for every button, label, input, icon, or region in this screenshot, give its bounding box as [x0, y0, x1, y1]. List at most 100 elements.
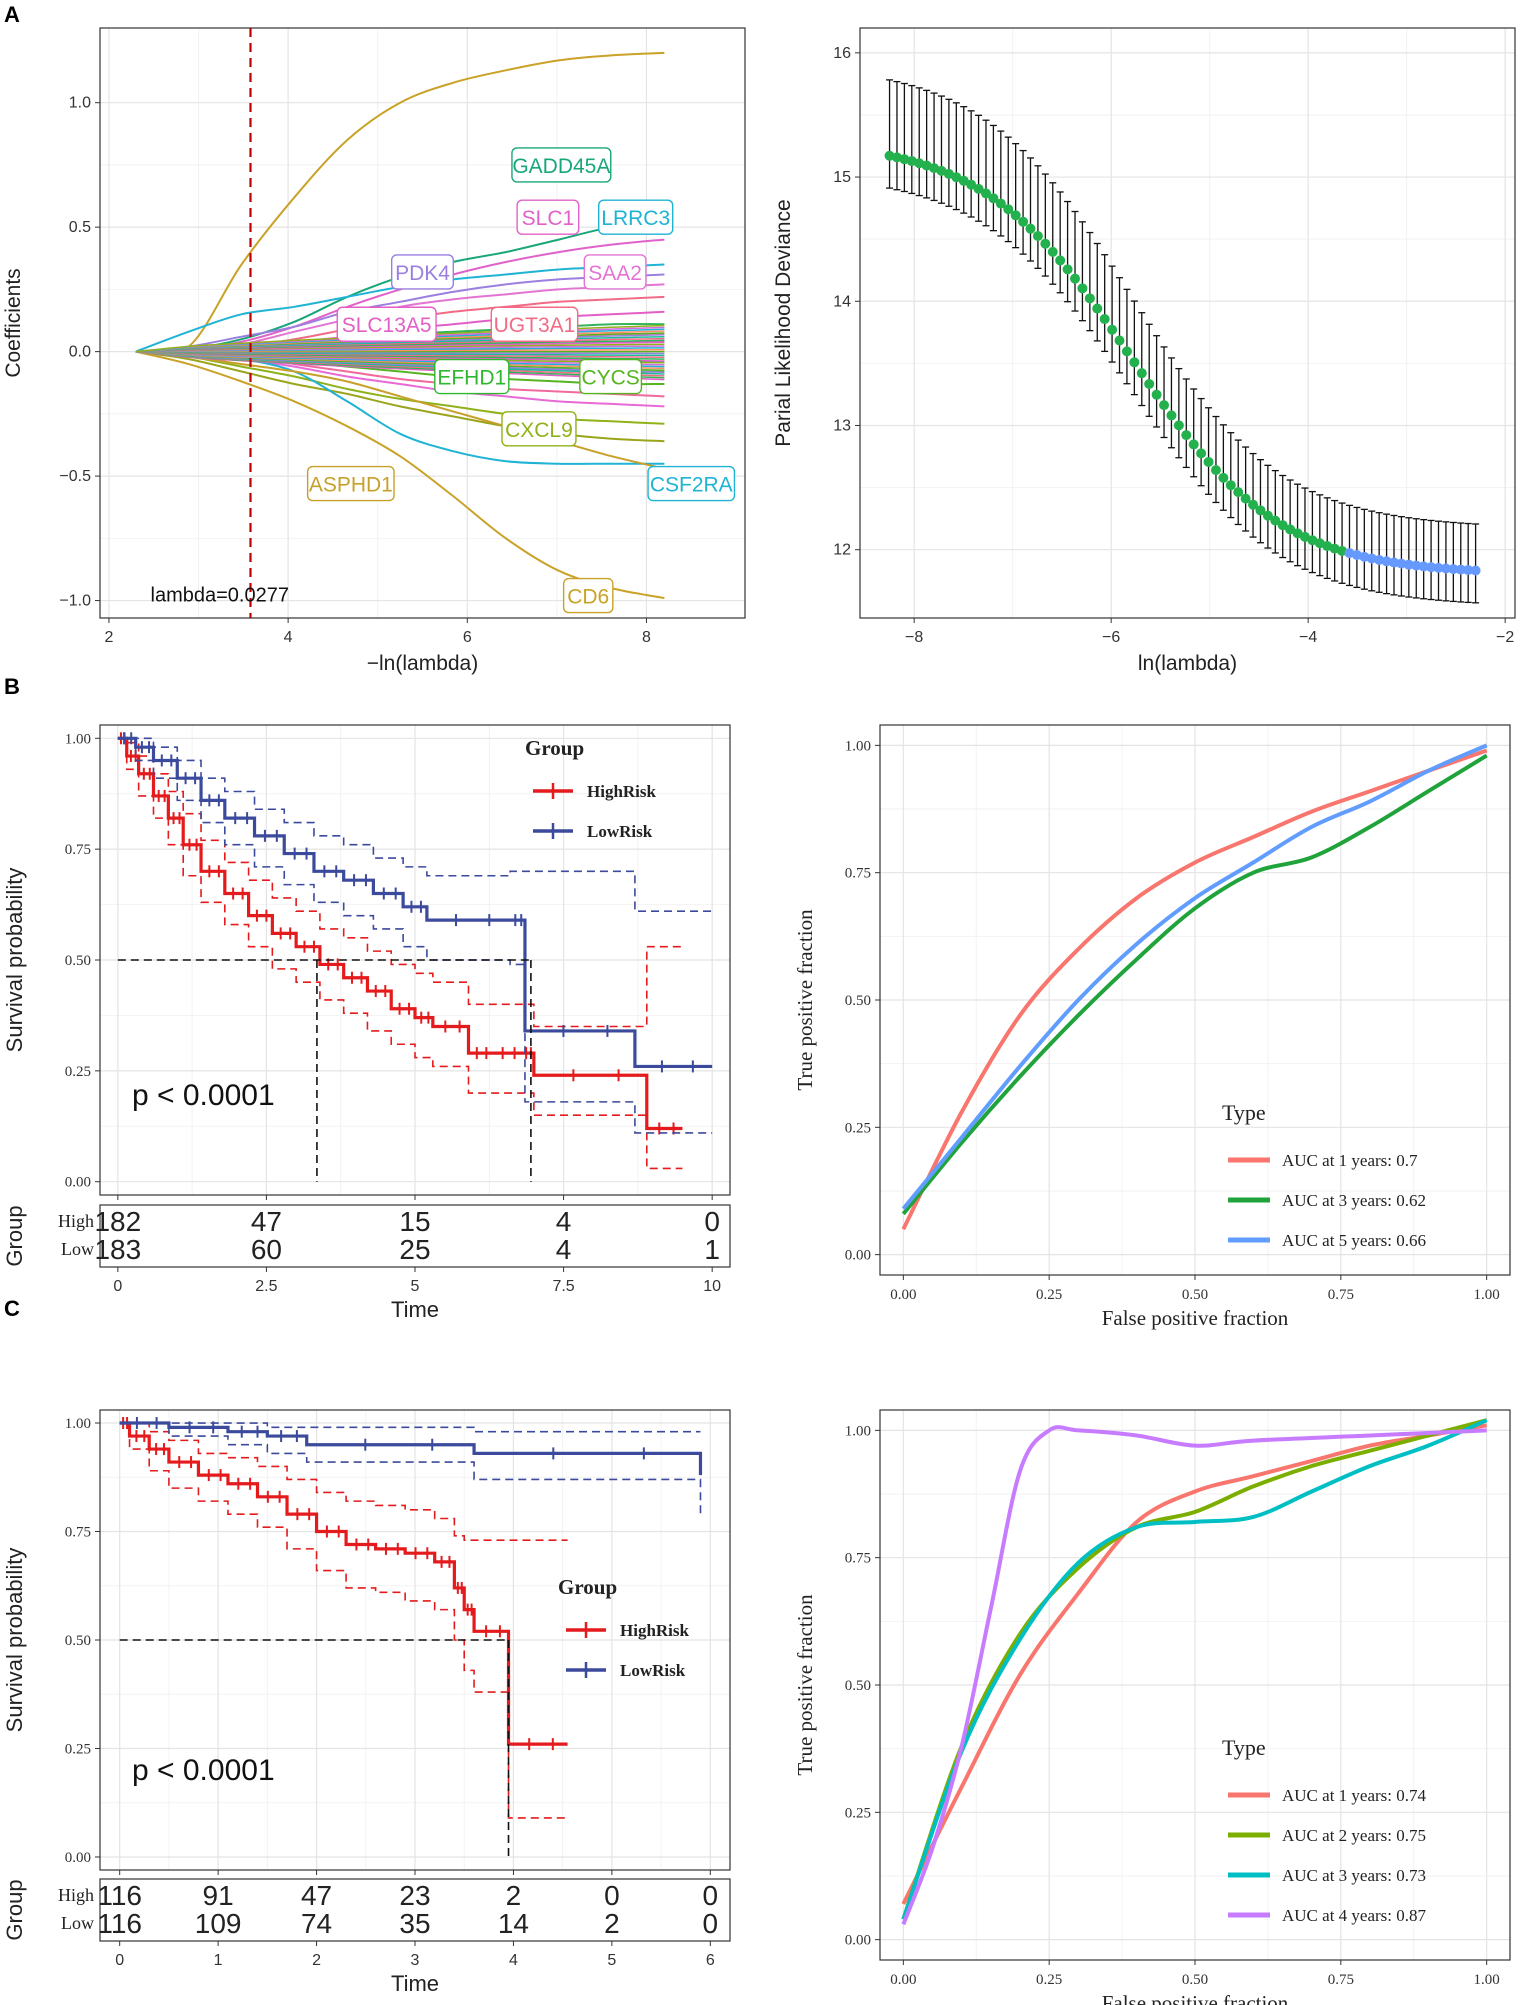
- cv-point: [1055, 255, 1066, 266]
- risk-table-value: 2: [506, 1880, 522, 1911]
- risk-table-tick-label: 2: [312, 1952, 321, 1969]
- x-axis-label: False positive fraction: [1102, 1991, 1289, 2005]
- legend-label: HighRisk: [620, 1621, 690, 1640]
- x-tick-label: 2: [105, 629, 114, 646]
- gene-label: LRRC3: [601, 207, 670, 230]
- risk-table-value: 116: [97, 1908, 142, 1939]
- y-tick-label: 15: [833, 169, 851, 186]
- gene-label: SLC1: [522, 207, 575, 230]
- cv-point: [1455, 564, 1466, 575]
- risk-table-border: [99, 1204, 731, 1268]
- cv-point: [1277, 520, 1288, 531]
- risk-table-tick-label: 0: [113, 1278, 122, 1295]
- x-tick-label: 0.00: [890, 1972, 916, 1988]
- legend-label: AUC at 5 years: 0.66: [1282, 1231, 1426, 1250]
- y-axis-label: Survival probability: [2, 868, 27, 1053]
- p-value: p < 0.0001: [132, 1079, 275, 1112]
- y-tick-label: 1.0: [69, 95, 91, 112]
- cv-point: [1173, 420, 1184, 431]
- survival-curve-HighRisk: [119, 1421, 568, 1746]
- cv-point: [1218, 472, 1229, 483]
- gene-label-box: [501, 411, 577, 447]
- cv-point: [1099, 314, 1110, 325]
- cv-point: [1062, 264, 1073, 275]
- roc-curve: [901, 1418, 1488, 1920]
- cv-point: [1151, 389, 1162, 400]
- risk-table-value: 0: [604, 1880, 620, 1911]
- risk-table-value: 182: [94, 1206, 141, 1237]
- risk-table-value: 116: [97, 1880, 142, 1911]
- y-tick-label: 0.00: [65, 1850, 91, 1866]
- gene-label-box: [516, 199, 580, 235]
- risk-table-row-label: High: [58, 1211, 94, 1231]
- cv-point: [1166, 410, 1177, 421]
- x-tick-label: 1.00: [1474, 1972, 1500, 1988]
- y-axis-label: Survival probability: [2, 1548, 27, 1733]
- cv-point: [1114, 335, 1125, 346]
- cv-point: [1433, 562, 1444, 573]
- cv-point: [1366, 553, 1377, 564]
- y-tick-label: 12: [833, 542, 851, 559]
- gene-label: CYCS: [581, 367, 639, 390]
- gene-label-box: [306, 465, 395, 502]
- coef-path-ASPHD1: [135, 350, 665, 470]
- gene-label: ASPHD1: [309, 474, 393, 497]
- cv-point: [988, 193, 999, 204]
- y-tick-label: 0.00: [65, 1175, 91, 1191]
- cv-point: [1448, 564, 1459, 575]
- plot-background: [860, 28, 1515, 618]
- cv-point: [1255, 505, 1266, 516]
- y-tick-label: 0.50: [65, 953, 91, 969]
- roc-curve: [901, 1418, 1488, 1920]
- legend-label: AUC at 2 years: 0.75: [1282, 1826, 1426, 1845]
- y-axis-label: True positive fraction: [793, 909, 817, 1091]
- roc-curve: [901, 743, 1488, 1211]
- cv-point: [1418, 561, 1429, 572]
- cv-point: [1240, 493, 1251, 504]
- survival-curve-LowRisk: [117, 736, 713, 1069]
- p-value: p < 0.0001: [132, 1754, 275, 1787]
- x-tick-label: −6: [1102, 629, 1120, 646]
- y-tick-label: 16: [833, 45, 851, 62]
- legend-label: LowRisk: [587, 822, 653, 841]
- y-tick-label: 13: [833, 417, 851, 434]
- risk-table-tick-label: 5: [411, 1278, 420, 1295]
- ci-lower-HighRisk: [117, 737, 683, 1170]
- y-tick-label: 1.00: [845, 1423, 871, 1439]
- risk-table-border: [99, 1878, 731, 1942]
- cv-point: [958, 175, 969, 186]
- risk-table-value: 23: [399, 1880, 430, 1911]
- cv-point: [951, 172, 962, 183]
- roc-chart-c: 0.00 0.25 0.50 0.75 1.00 0.00 0.25 0.50 0.75 1.00…: [793, 1409, 1511, 2005]
- x-tick-label: 0.75: [1328, 1972, 1354, 1988]
- y-tick-label: 1.00: [845, 738, 871, 754]
- gene-label: CXCL9: [505, 419, 573, 442]
- risk-table-row-label: Low: [61, 1239, 94, 1259]
- x-tick-label: 0.25: [1036, 1287, 1062, 1303]
- risk-table-value: 60: [251, 1234, 282, 1265]
- risk-table-value: 2: [604, 1908, 620, 1939]
- cv-point: [1040, 238, 1051, 249]
- cv-point: [1084, 293, 1095, 304]
- ci-lower-LowRisk: [117, 737, 713, 1134]
- cv-point: [995, 198, 1006, 209]
- cv-point: [1285, 524, 1296, 535]
- y-tick-label: 0.00: [845, 1933, 871, 1949]
- legend-title: Type: [1222, 1100, 1266, 1125]
- cv-point: [1107, 324, 1118, 335]
- cv-point: [1018, 216, 1029, 227]
- cv-point: [1225, 480, 1236, 491]
- cv-point: [1196, 448, 1207, 459]
- cv-point: [1381, 556, 1392, 567]
- cv-point: [1159, 400, 1170, 411]
- x-tick-label: 0.00: [890, 1287, 916, 1303]
- cv-point: [1144, 378, 1155, 389]
- y-tick-label: 0.25: [845, 1805, 871, 1821]
- panel-label-b: B: [4, 674, 20, 699]
- risk-table-value: 14: [498, 1908, 529, 1939]
- risk-table-tick-label: 7.5: [552, 1278, 574, 1295]
- cv-point: [1411, 560, 1422, 571]
- roc-chart-b: 0.00 0.25 0.50 0.75 1.00 0.00 0.25 0.50 0.75 1.00…: [793, 724, 1511, 1330]
- legend-label: AUC at 1 years: 0.7: [1282, 1151, 1418, 1170]
- risk-table-value: 15: [399, 1206, 430, 1237]
